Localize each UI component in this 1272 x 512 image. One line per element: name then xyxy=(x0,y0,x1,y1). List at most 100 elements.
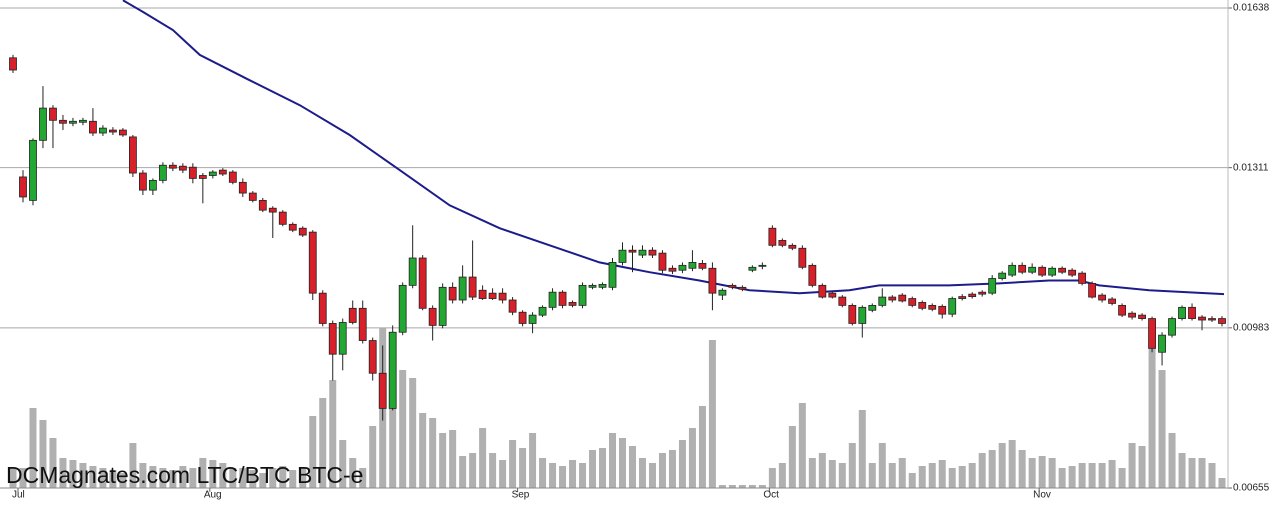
volume-bar xyxy=(589,450,597,488)
candle-body xyxy=(248,192,257,201)
volume-bar xyxy=(349,458,357,488)
candle-body xyxy=(218,169,227,175)
candle-body xyxy=(908,298,917,306)
volume-bar xyxy=(449,430,457,488)
candle-body xyxy=(858,306,867,324)
volume-bar xyxy=(409,378,417,488)
volume-bar xyxy=(838,463,846,488)
axes: 0.01638 0.01311 0.00983 0.00655 Jul Aug Sep Oct… xyxy=(0,0,1270,501)
candle-body xyxy=(89,120,97,134)
candle-body xyxy=(258,199,267,211)
candle-body xyxy=(109,129,117,133)
volume-bar xyxy=(828,460,836,488)
volume-bar xyxy=(159,468,167,488)
y-tick-label: 0.00655 xyxy=(1233,483,1270,494)
volume-bar xyxy=(758,485,766,488)
volume-bar xyxy=(569,460,577,488)
candle-body xyxy=(1028,266,1037,273)
candle-body xyxy=(518,311,527,324)
candle-body xyxy=(768,227,777,246)
volume-bar xyxy=(129,443,137,488)
volume-bar xyxy=(1198,458,1206,488)
candle-body xyxy=(1208,318,1216,321)
volume-bar xyxy=(648,463,656,488)
volume-bar xyxy=(509,440,517,488)
candle-body xyxy=(1118,304,1126,316)
volume-bar xyxy=(968,463,976,488)
candle-body xyxy=(1188,306,1196,319)
candle-body xyxy=(628,249,637,253)
volume-bar xyxy=(998,443,1006,488)
volume-bar xyxy=(279,466,287,488)
candle-body xyxy=(148,179,157,191)
volume-bar xyxy=(289,470,297,488)
candle-body xyxy=(498,292,507,301)
volume-bar xyxy=(1068,466,1076,488)
candle-body xyxy=(278,211,287,225)
candle-body xyxy=(178,165,187,171)
moving-average-layer xyxy=(122,0,1225,296)
volume-bar xyxy=(149,466,157,488)
candle-body xyxy=(378,372,387,409)
candle-body xyxy=(69,120,77,124)
volume-bar xyxy=(918,466,926,488)
volume-bar xyxy=(89,466,97,488)
volume-bar xyxy=(1028,458,1036,488)
volume-bar xyxy=(628,446,636,488)
candle-body xyxy=(468,276,477,298)
volume-bar xyxy=(459,456,467,488)
volume-bar xyxy=(439,433,447,488)
volume-bar xyxy=(109,470,117,488)
candle-body xyxy=(528,314,537,324)
volume-bar xyxy=(1078,463,1086,488)
candle-body xyxy=(358,307,367,341)
candle-layer xyxy=(9,54,1226,421)
candle-body xyxy=(788,244,797,249)
x-tick-label: Jul xyxy=(12,490,25,501)
candle-body xyxy=(838,296,847,306)
volume-bar xyxy=(948,468,956,488)
volume-layer xyxy=(9,328,1226,488)
volume-bar xyxy=(928,463,936,488)
candle-body xyxy=(1058,267,1067,273)
volume-bar xyxy=(339,440,347,488)
candle-body xyxy=(428,307,437,326)
candle-body xyxy=(688,262,697,269)
volume-bar xyxy=(69,460,77,488)
volume-bar xyxy=(79,463,87,488)
volume-bar xyxy=(1158,370,1166,488)
candle-body xyxy=(718,289,727,296)
candle-body xyxy=(938,305,947,315)
candle-body xyxy=(458,276,467,301)
candle-body xyxy=(119,129,127,136)
candle-body xyxy=(868,304,877,311)
candle-body xyxy=(158,164,167,181)
candle-body xyxy=(438,286,447,326)
volume-bar xyxy=(1018,450,1026,488)
candle-body xyxy=(388,331,397,409)
candle-body xyxy=(1178,306,1186,319)
candle-body xyxy=(848,304,857,324)
volume-bar xyxy=(499,460,507,488)
candle-body xyxy=(368,340,377,374)
watermark: DCMagnates.com LTC/BTC BTC-e xyxy=(6,462,363,488)
x-tick-label: Sep xyxy=(512,490,530,501)
candle-body xyxy=(898,294,907,302)
moving-average-line xyxy=(122,0,1225,296)
y-tick-label: 0.01638 xyxy=(1233,3,1270,14)
volume-bar xyxy=(369,426,377,488)
candle-body xyxy=(228,171,237,183)
volume-bar xyxy=(319,398,327,488)
volume-bar xyxy=(209,460,217,488)
volume-bar xyxy=(1138,446,1146,488)
candle-body xyxy=(418,257,427,309)
candle-body xyxy=(538,306,547,316)
volume-bar xyxy=(818,453,826,488)
candle-body xyxy=(488,292,497,299)
candle-body xyxy=(738,286,747,290)
candle-body xyxy=(288,223,297,231)
volume-bar xyxy=(249,470,257,488)
candle-body xyxy=(568,302,577,306)
candle-body xyxy=(198,175,207,179)
candle-body xyxy=(1098,294,1107,301)
